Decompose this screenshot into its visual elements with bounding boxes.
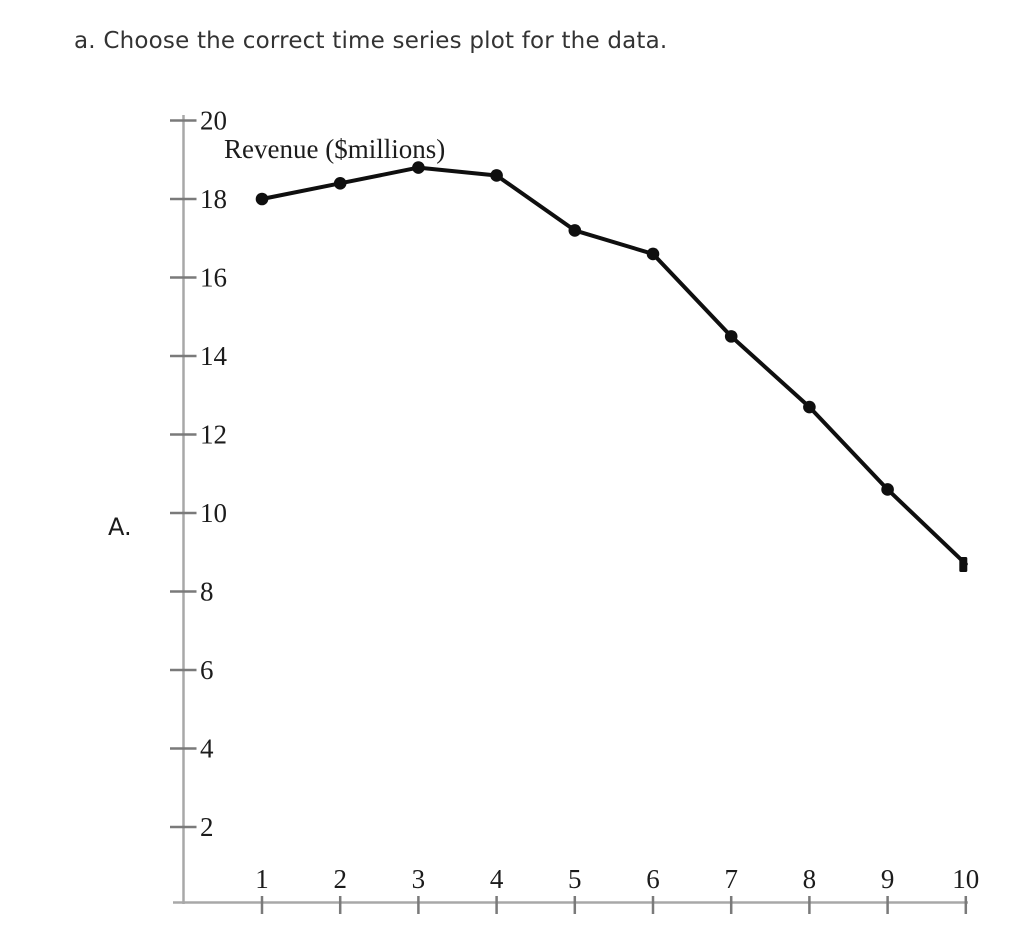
x-tick-label: 3 bbox=[412, 864, 426, 894]
y-tick-label: 4 bbox=[200, 734, 214, 764]
data-point-marker bbox=[412, 161, 425, 174]
data-point-marker bbox=[724, 330, 738, 343]
data-point-end-cap bbox=[959, 557, 968, 573]
data-point-marker bbox=[803, 400, 816, 414]
y-tick-label: 12 bbox=[200, 420, 227, 450]
x-tick-label: 2 bbox=[333, 864, 347, 894]
y-tick-label: 6 bbox=[200, 655, 214, 685]
y-tick-label: 18 bbox=[200, 184, 227, 214]
option-a-label: A. bbox=[108, 513, 132, 541]
x-tick-label: 8 bbox=[803, 864, 817, 894]
y-tick-label: 10 bbox=[200, 498, 227, 528]
y-tick-label: 2 bbox=[200, 812, 214, 842]
y-tick-label: 14 bbox=[200, 341, 228, 371]
x-tick-label: 9 bbox=[881, 864, 895, 894]
data-point-marker bbox=[568, 224, 582, 237]
x-tick-label: 7 bbox=[724, 864, 738, 894]
data-point-marker bbox=[646, 247, 660, 261]
y-tick-label: 8 bbox=[200, 577, 214, 607]
y-tick-label: 16 bbox=[200, 263, 227, 293]
x-tick-label: 4 bbox=[490, 864, 504, 894]
x-tick-label: 1 bbox=[255, 864, 269, 894]
data-point-marker bbox=[255, 192, 269, 206]
question-text: a. Choose the correct time series plot f… bbox=[74, 28, 668, 54]
revenue-series-line bbox=[260, 165, 968, 567]
x-tick-label: 10 bbox=[952, 864, 979, 894]
x-tick-label: 5 bbox=[568, 864, 582, 894]
data-point-marker bbox=[881, 483, 894, 496]
x-tick-label: 6 bbox=[646, 864, 660, 894]
y-axis-title: Revenue ($millions) bbox=[224, 134, 445, 164]
data-point-marker bbox=[490, 169, 503, 182]
data-point-marker bbox=[333, 177, 347, 190]
y-tick-label: 20 bbox=[200, 106, 227, 136]
